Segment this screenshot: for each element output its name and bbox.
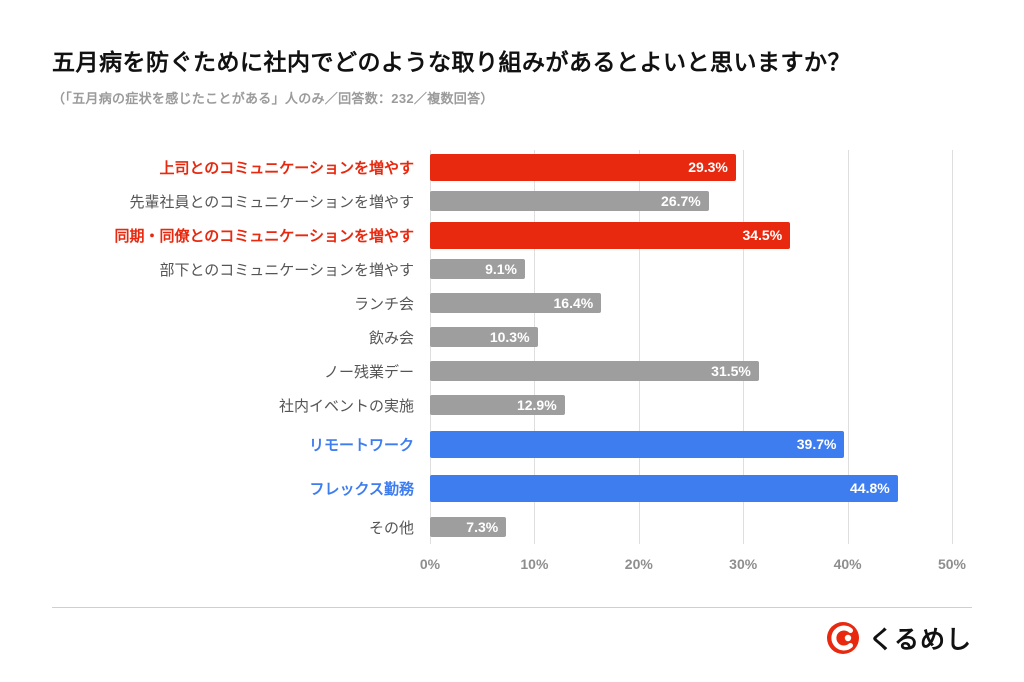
category-label: 上司とのコミュニケーションを増やす (159, 159, 414, 177)
gridline (638, 150, 640, 544)
bar-track: 7.3% (430, 510, 952, 544)
x-axis: 0% 10% 20% 30% 40% 50% (420, 554, 966, 576)
bar-track: 29.3% (430, 150, 952, 184)
bar-value-label: 44.8% (850, 480, 890, 496)
plot-area: 上司とのコミュニケーションを増やす 29.3% 先輩社員とのコミュニケーションを増や… (52, 150, 953, 544)
category-label: リモートワーク (308, 436, 414, 454)
category-label: フレックス勤務 (309, 480, 414, 498)
x-tick-label: 40% (833, 556, 862, 572)
chart-row: その他 7.3% (52, 510, 952, 544)
footer: くるめし (52, 607, 972, 656)
kurumeshi-logo-icon (827, 622, 860, 654)
chart-row: ランチ会 16.4% (52, 286, 952, 320)
bar-value-label: 39.7% (796, 436, 837, 452)
gridline (952, 150, 953, 544)
bar-value-label: 31.5% (711, 363, 751, 379)
x-tick-label: 20% (624, 556, 653, 572)
chart-row: 上司とのコミュニケーションを増やす 29.3% (52, 150, 952, 184)
bar-value-label: 16.4% (553, 295, 594, 311)
bar: 10.3% (430, 327, 538, 347)
x-tick-label: 30% (729, 556, 758, 572)
x-tick-label: 0% (419, 556, 441, 572)
bar-chart: 上司とのコミュニケーションを増やす 29.3% 先輩社員とのコミュニケーションを増や… (52, 150, 966, 576)
bar: 44.8% (430, 474, 898, 502)
bar-value-label: 29.3% (688, 159, 728, 175)
chart-row: 同期・同僚とのコミュニケーションを増やす 34.5% (52, 218, 952, 252)
bar-track: 12.9% (430, 388, 952, 422)
category-label: 先輩社員とのコミュニケーションを増やす (129, 193, 414, 211)
bar-value-label: 34.5% (742, 227, 783, 243)
bar-track: 44.8% (430, 466, 952, 510)
chart-row: フレックス勤務 44.8% (52, 466, 952, 510)
bar: 34.5% (430, 221, 791, 249)
bar-value-label: 7.3% (466, 519, 499, 535)
chart-row: 先輩社員とのコミュニケーションを増やす 26.7% (52, 184, 952, 218)
category-label: ノー残業デー (323, 363, 414, 381)
gridline (743, 150, 745, 544)
bar-value-label: 26.7% (661, 193, 701, 209)
bar-chart-rows: 上司とのコミュニケーションを増やす 29.3% 先輩社員とのコミュニケーションを増や… (52, 150, 952, 544)
bar: 29.3% (430, 153, 736, 181)
category-label: 飲み会 (368, 329, 414, 347)
category-label: 同期・同僚とのコミュニケーションを増やす (114, 227, 414, 245)
x-tick-label: 10% (520, 556, 549, 572)
category-label: 部下とのコミュニケーションを増やす (159, 261, 414, 279)
gridline (534, 150, 536, 544)
gridline (430, 150, 431, 544)
chart-header: 五月病を防ぐために社内でどのような取り組みがあるとよいと思いますか？ （「五月病… (52, 48, 972, 107)
bar-track: 10.3% (430, 320, 952, 354)
bar-track: 16.4% (430, 286, 952, 320)
bar-track: 39.7% (430, 422, 952, 466)
chart-row: ノー残業デー 31.5% (52, 354, 952, 388)
bar-track: 34.5% (430, 218, 952, 252)
chart-title: 五月病を防ぐために社内でどのような取り組みがあるとよいと思いますか？ (52, 49, 851, 75)
brand-name: くるめし (868, 626, 972, 654)
bar: 26.7% (430, 191, 709, 211)
category-label: 社内イベントの実施 (278, 397, 414, 415)
chart-row: 飲み会 10.3% (52, 320, 952, 354)
bar: 9.1% (430, 259, 525, 279)
chart-subtitle: （「五月病の症状を感じたことがある」人のみ／回答数：232／複数回答） (52, 90, 494, 106)
x-tick-label: 50% (937, 556, 967, 572)
chart-row: リモートワーク 39.7% (52, 422, 952, 466)
bar-track: 9.1% (430, 252, 952, 286)
bar-track: 26.7% (430, 184, 952, 218)
category-label: その他 (368, 519, 414, 537)
bar-track: 31.5% (430, 354, 952, 388)
bar: 12.9% (430, 395, 565, 415)
chart-row: 部下とのコミュニケーションを増やす 9.1% (52, 252, 952, 286)
bar-value-label: 10.3% (489, 329, 530, 345)
bar: 31.5% (430, 361, 759, 381)
bar: 7.3% (430, 517, 507, 537)
bar-value-label: 9.1% (485, 261, 517, 277)
gridlines (430, 150, 953, 544)
chart-row: 社内イベントの実施 12.9% (52, 388, 952, 422)
bar: 16.4% (430, 293, 602, 313)
category-label: ランチ会 (353, 295, 414, 313)
gridline (847, 150, 849, 544)
bar: 39.7% (430, 430, 845, 458)
bar-value-label: 12.9% (516, 397, 557, 413)
